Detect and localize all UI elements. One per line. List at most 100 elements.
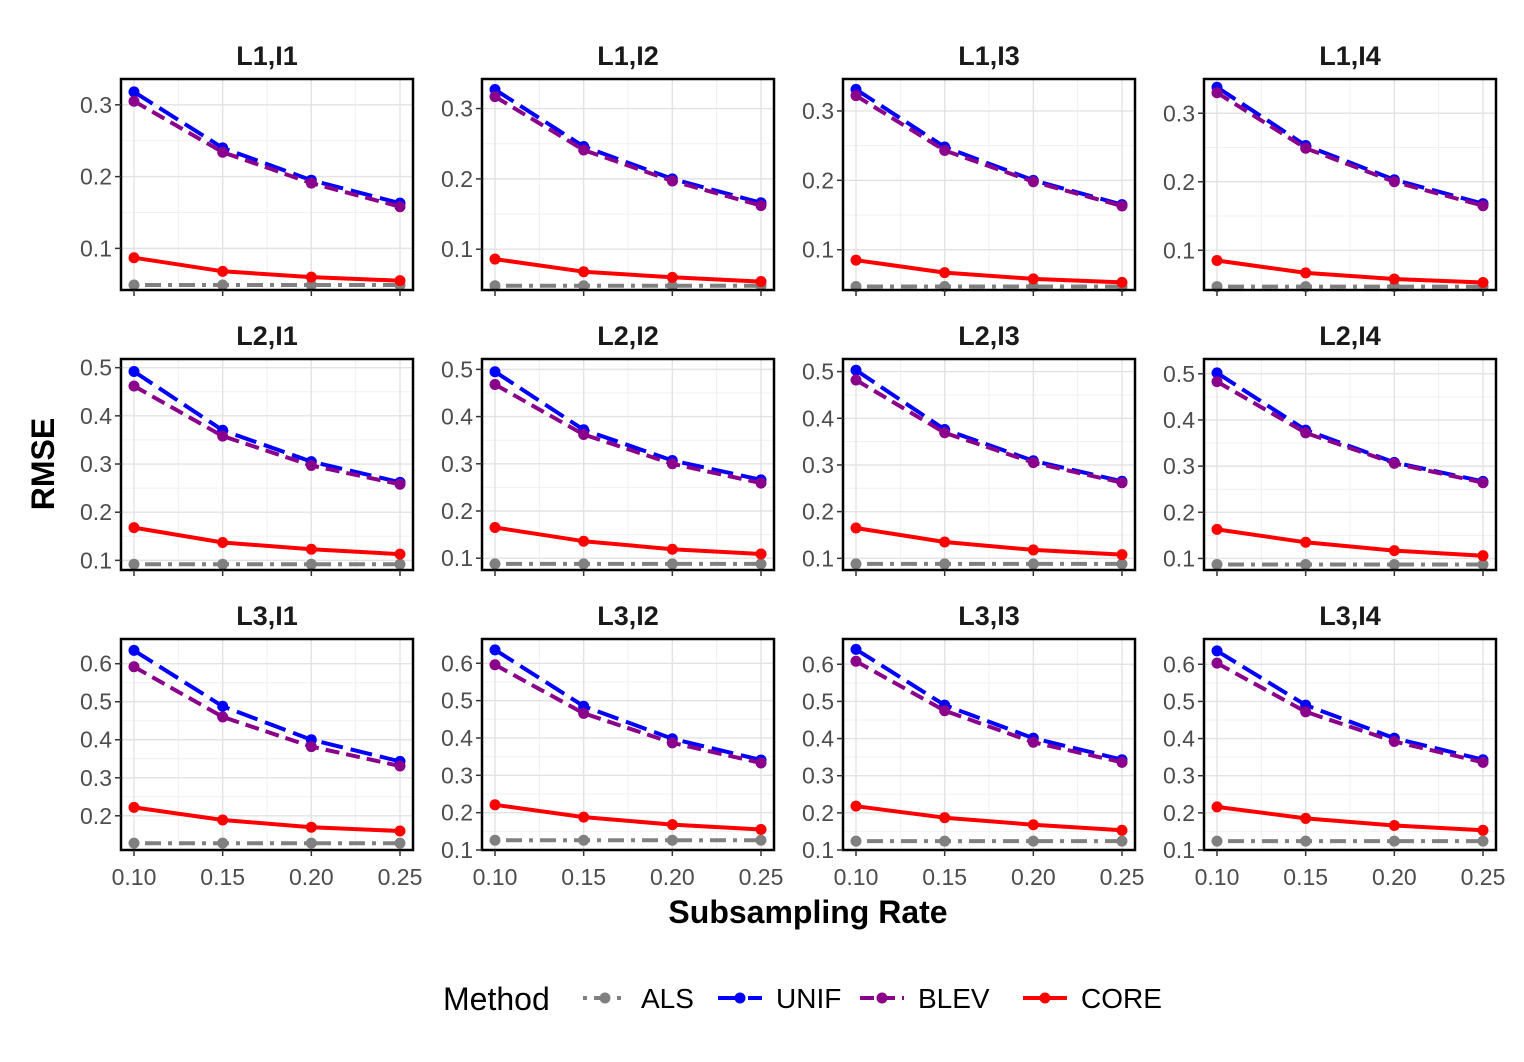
data-point-core	[1477, 276, 1489, 288]
data-point-blev	[939, 144, 951, 156]
data-point-blev	[1027, 736, 1039, 748]
legend-item-unif: UNIF	[718, 983, 841, 1014]
y-tick-label: 0.6	[441, 650, 473, 676]
x-tick-label: 0.25	[1100, 864, 1145, 890]
data-point-als	[305, 279, 317, 291]
data-point-blev	[217, 430, 229, 442]
data-point-als	[666, 558, 678, 570]
legend-label: CORE	[1081, 983, 1162, 1014]
panel-l1-i3: L1,I3 0.1 0.2 0.3	[802, 41, 1137, 296]
series-line-core	[855, 526, 1123, 557]
data-point-als	[666, 834, 678, 846]
data-point-core	[1388, 273, 1400, 285]
facet-title: L3,I2	[597, 601, 659, 631]
data-point-blev	[1211, 87, 1223, 99]
data-point-unif	[1211, 645, 1223, 657]
data-point-als	[217, 279, 229, 291]
data-point-core	[1300, 267, 1312, 279]
data-point-blev	[128, 661, 140, 673]
data-point-blev	[939, 705, 951, 717]
data-point-core	[755, 276, 767, 288]
panel-l3-i4: L3,I4 0.1 0.2 0.3 0.4 0.5 0.6 0.10 0.15 0.20 0.25	[1163, 601, 1505, 890]
data-point-als	[755, 834, 767, 846]
data-point-als	[394, 558, 406, 570]
series-line-blev	[133, 665, 401, 768]
panel-border	[1202, 637, 1498, 852]
x-tick-label: 0.20	[289, 864, 334, 890]
data-point-blev	[128, 380, 140, 392]
series-line-blev	[1215, 379, 1484, 485]
series-line-unif	[132, 648, 401, 764]
x-tick-label: 0.15	[200, 864, 245, 890]
y-tick-label: 0.4	[802, 405, 834, 431]
data-point-blev	[1300, 427, 1312, 439]
series-line-blev	[854, 93, 1123, 208]
data-point-blev	[939, 427, 951, 439]
data-point-blev	[1211, 657, 1223, 669]
data-point-core	[850, 254, 862, 266]
y-tick-label: 0.2	[1163, 169, 1195, 195]
y-tick-label: 0.2	[80, 164, 112, 190]
facet-title: L2,I3	[958, 321, 1020, 351]
y-tick-label: 0.3	[802, 452, 834, 478]
y-tick-label: 0.6	[1163, 651, 1195, 677]
panel-border	[119, 77, 415, 292]
data-point-blev	[578, 707, 590, 719]
y-tick-label: 0.3	[1163, 453, 1195, 479]
data-point-core	[755, 548, 767, 560]
data-point-blev	[666, 737, 678, 749]
data-point-core	[939, 536, 951, 548]
series-line-unif	[132, 90, 401, 206]
x-tick-label: 0.15	[561, 864, 606, 890]
data-point-core	[578, 811, 590, 823]
data-point-core	[1388, 819, 1400, 831]
series-line-core	[1216, 258, 1484, 285]
y-tick-label: 0.1	[80, 235, 112, 261]
data-point-blev	[1388, 457, 1400, 469]
data-point-als	[1027, 835, 1039, 847]
y-tick-label: 0.5	[1163, 361, 1195, 387]
data-point-core	[1300, 536, 1312, 548]
data-point-unif	[850, 364, 862, 376]
data-point-als	[1477, 558, 1489, 570]
data-point-core	[489, 799, 501, 811]
y-tick-label: 0.5	[441, 688, 473, 714]
data-point-als	[1300, 835, 1312, 847]
data-point-unif	[128, 366, 140, 378]
data-point-core	[1211, 255, 1223, 267]
facet-panels: L1,I10.10.20.3L1,I20.10.20.3L1,I30.10.20…	[80, 41, 1505, 890]
facet-title: L1,I1	[236, 41, 298, 71]
panel-border	[480, 77, 776, 292]
data-point-blev	[578, 144, 590, 156]
panel-l3-i1: L3,I1 0.2 0.3 0.4 0.5 0.6 0.10 0.15 0.20 0.25	[80, 601, 422, 890]
data-point-als	[217, 837, 229, 849]
data-point-als	[489, 280, 501, 292]
data-point-core	[1300, 812, 1312, 824]
series-line-core	[494, 802, 762, 832]
data-point-als	[850, 835, 862, 847]
panel-l2-i2: L2,I2 0.1 0.2 0.3 0.4 0.5	[441, 321, 776, 576]
facet-title: L1,I3	[958, 41, 1020, 71]
y-tick-label: 0.2	[441, 166, 473, 192]
y-tick-label: 0.2	[80, 499, 112, 525]
data-point-core	[666, 543, 678, 555]
y-tick-label: 0.1	[802, 545, 834, 571]
series-line-core	[133, 525, 401, 557]
panel-l1-i4: L1,I4 0.1 0.2 0.3	[1163, 41, 1498, 296]
y-tick-label: 0.1	[802, 837, 834, 863]
y-tick-label: 0.3	[802, 763, 834, 789]
series-line-unif	[493, 648, 762, 762]
legend-items: ALS UNIF BLEV CORE	[583, 983, 1162, 1014]
data-point-blev	[394, 201, 406, 213]
y-tick-label: 0.3	[802, 98, 834, 124]
data-point-blev	[489, 91, 501, 103]
data-point-blev	[1300, 706, 1312, 718]
data-point-blev	[1477, 477, 1489, 489]
data-point-core	[1027, 819, 1039, 831]
panel-l1-i2: L1,I2 0.1 0.2 0.3	[441, 41, 776, 296]
x-tick-label: 0.10	[834, 864, 879, 890]
series-line-core	[133, 805, 401, 833]
y-tick-label: 0.6	[802, 651, 834, 677]
data-point-blev	[305, 177, 317, 189]
data-point-blev	[128, 95, 140, 107]
